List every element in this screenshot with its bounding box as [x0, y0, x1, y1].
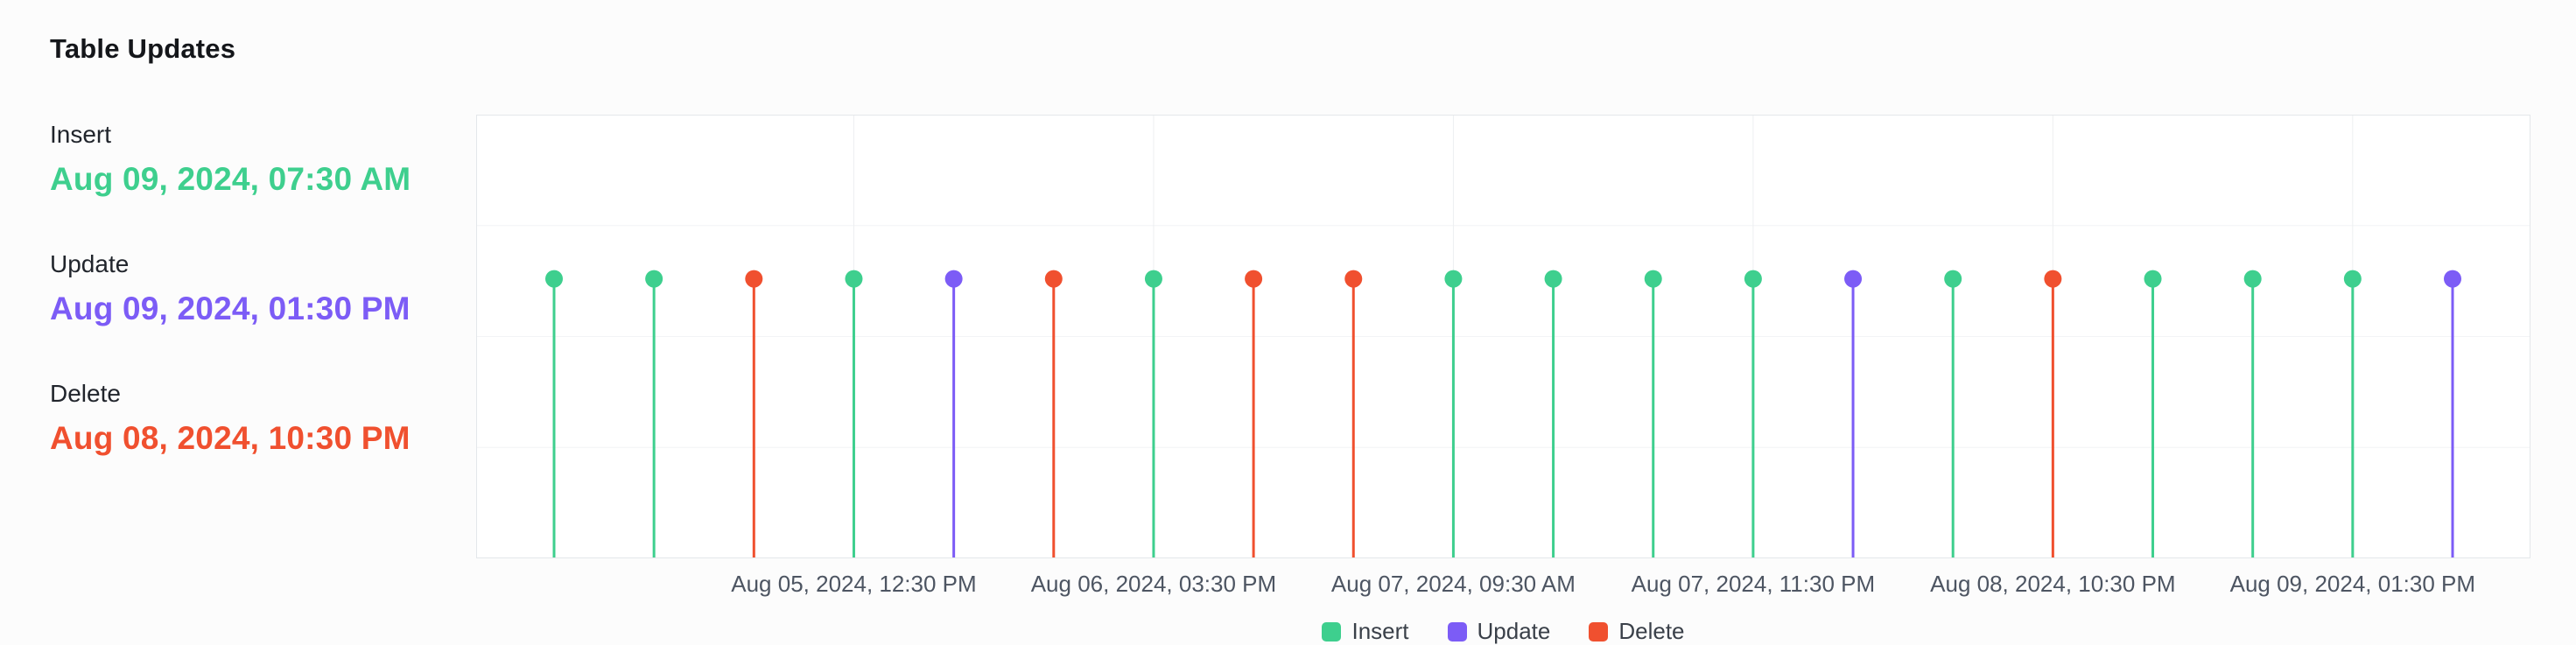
event-dot-insert[interactable] — [1444, 270, 1463, 288]
legend-item-insert[interactable]: Insert — [1322, 618, 1409, 645]
x-axis-tick-label: Aug 08, 2024, 10:30 PM — [1930, 571, 2176, 597]
insert-label: Insert — [50, 121, 112, 148]
event-dot-delete[interactable] — [2044, 270, 2062, 288]
event-dot-update[interactable] — [944, 270, 963, 288]
delete-label: Delete — [50, 380, 121, 407]
legend-label: Update — [1477, 618, 1551, 644]
legend-swatch-update — [1447, 621, 1467, 641]
event-dot-insert[interactable] — [2243, 270, 2262, 288]
x-axis-tick-labels: Aug 05, 2024, 12:30 PM Aug 06, 2024, 03:3… — [476, 571, 2530, 606]
event-dot-delete[interactable] — [1245, 270, 1263, 288]
legend-label: Delete — [1618, 618, 1685, 644]
insert-latest-timestamp: Aug 09, 2024, 07:30 AM — [50, 161, 411, 197]
x-axis-tick-label: Aug 05, 2024, 12:30 PM — [731, 571, 977, 597]
chart-legend: Insert Update Delete — [476, 618, 2530, 645]
legend-item-delete[interactable]: Delete — [1589, 618, 1685, 645]
event-dot-insert[interactable] — [1544, 270, 1562, 288]
event-dot-insert[interactable] — [2343, 270, 2362, 288]
chart-canvas — [476, 115, 2530, 558]
x-axis-tick-label: Aug 07, 2024, 09:30 AM — [1330, 571, 1576, 597]
event-dot-delete[interactable] — [1044, 270, 1063, 288]
event-dot-insert[interactable] — [645, 270, 663, 288]
delete-latest-timestamp: Aug 08, 2024, 10:30 PM — [50, 420, 411, 456]
legend-swatch-delete — [1589, 621, 1609, 641]
update-label: Update — [50, 250, 130, 277]
x-axis-tick-label: Aug 09, 2024, 01:30 PM — [2229, 571, 2476, 597]
event-dot-insert[interactable] — [1144, 270, 1162, 288]
table-updates-report: { "title": "Table Updates", "summary": {… — [50, 33, 2530, 644]
event-dot-insert[interactable] — [2144, 270, 2162, 288]
summary-insert: Insert Aug 09, 2024, 07:30 AM — [50, 121, 411, 198]
event-dot-delete[interactable] — [1344, 270, 1363, 288]
summary-update: Update Aug 09, 2024, 01:30 PM — [50, 250, 411, 327]
events-timeline-chart — [476, 115, 2530, 558]
summary-delete: Delete Aug 08, 2024, 10:30 PM — [50, 380, 411, 457]
event-dot-insert[interactable] — [1744, 270, 1762, 288]
legend-swatch-insert — [1322, 621, 1342, 641]
event-dot-delete[interactable] — [745, 270, 763, 288]
update-latest-timestamp: Aug 09, 2024, 01:30 PM — [50, 291, 411, 326]
event-dot-update[interactable] — [2444, 270, 2461, 288]
legend-item-update[interactable]: Update — [1447, 618, 1551, 645]
event-dot-update[interactable] — [1844, 270, 1863, 288]
event-dot-insert[interactable] — [1944, 270, 1962, 288]
legend-label: Insert — [1351, 618, 1409, 644]
summary-panel: Insert Aug 09, 2024, 07:30 AM Update Aug… — [50, 121, 411, 509]
x-axis-tick-label: Aug 06, 2024, 03:30 PM — [1030, 571, 1277, 597]
event-dot-insert[interactable] — [545, 270, 563, 288]
panel-title: Table Updates — [50, 33, 236, 64]
x-axis-tick-label: Aug 07, 2024, 11:30 PM — [1631, 571, 1876, 597]
event-dot-insert[interactable] — [1644, 270, 1662, 288]
event-dot-insert[interactable] — [845, 270, 863, 288]
